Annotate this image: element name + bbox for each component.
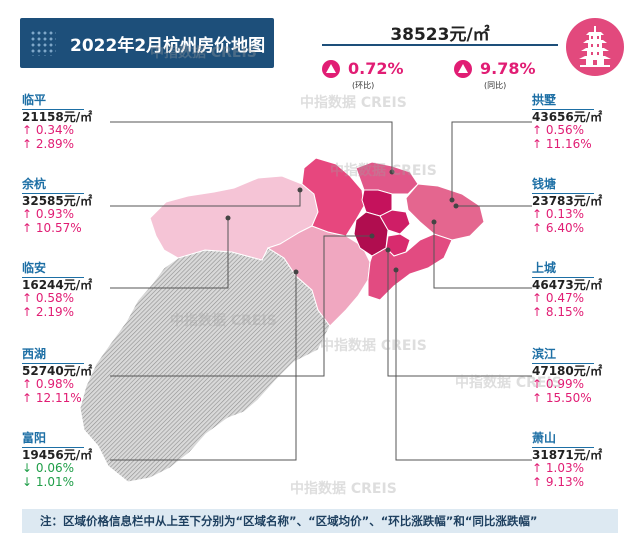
district-mom: ↓ 0.06% xyxy=(22,461,74,475)
district-divider xyxy=(532,108,594,110)
region-qiantang xyxy=(405,183,485,241)
district-mom: ↑ 0.56% xyxy=(532,123,584,137)
district-yoy: ↑ 8.15% xyxy=(532,304,584,319)
district-card: 临平 21158元/㎡ ↑ 0.34% ↑ 2.89% xyxy=(22,93,122,151)
district-price: 43656元/㎡ xyxy=(532,109,603,124)
district-divider xyxy=(22,362,84,364)
district-card: 临安 16244元/㎡ ↑ 0.58% ↑ 2.19% xyxy=(22,261,122,319)
district-name: 富阳 xyxy=(22,431,47,445)
district-mom: ↑ 0.58% xyxy=(22,291,74,305)
district-price: 23783元/㎡ xyxy=(532,193,603,208)
district-mom: ↑ 0.47% xyxy=(532,291,584,305)
district-name: 临安 xyxy=(22,261,47,275)
watermark: 中指数据 CREIS xyxy=(150,45,257,61)
district-card: 拱墅 43656元/㎡ ↑ 0.56% ↑ 11.16% xyxy=(532,93,632,151)
watermark: 中指数据 CREIS xyxy=(330,163,437,179)
district-mom: ↑ 0.93% xyxy=(22,207,74,221)
district-yoy: ↑ 2.89% xyxy=(22,136,74,151)
footnote-bar xyxy=(22,509,618,533)
district-card: 上城 46473元/㎡ ↑ 0.47% ↑ 8.15% xyxy=(532,261,632,319)
district-name: 滨江 xyxy=(532,347,557,361)
watermark: 中指数据 CREIS xyxy=(170,313,277,329)
district-mom: ↑ 0.13% xyxy=(532,207,584,221)
watermark: 中指数据 CREIS xyxy=(300,95,407,111)
district-divider xyxy=(22,446,84,448)
watermark: 中指数据 CREIS xyxy=(455,375,562,391)
district-yoy: ↑ 12.11% xyxy=(22,390,82,405)
district-name: 萧山 xyxy=(532,431,557,445)
district-yoy: ↑ 15.50% xyxy=(532,390,592,405)
district-price: 32585元/㎡ xyxy=(22,193,93,208)
district-yoy: ↑ 6.40% xyxy=(532,220,584,235)
district-name: 拱墅 xyxy=(532,93,557,107)
up-triangle-icon xyxy=(454,60,472,78)
district-name: 西湖 xyxy=(22,347,47,361)
district-card: 滨江 47180元/㎡ ↑ 0.99% ↑ 15.50% xyxy=(532,347,632,405)
footnote-text: 注：区域价格信息栏中从上至下分别为“区域名称”、“区域均价”、“环比涨跌幅”和“… xyxy=(40,514,538,528)
district-yoy: ↑ 10.57% xyxy=(22,220,82,235)
district-name: 上城 xyxy=(532,261,557,275)
district-price: 16244元/㎡ xyxy=(22,277,93,292)
district-yoy: ↑ 2.19% xyxy=(22,304,74,319)
up-triangle-icon xyxy=(322,60,340,78)
district-mom: ↑ 0.98% xyxy=(22,377,74,391)
district-divider xyxy=(22,192,84,194)
district-price: 52740元/㎡ xyxy=(22,363,93,378)
district-divider xyxy=(532,192,594,194)
district-card: 余杭 32585元/㎡ ↑ 0.93% ↑ 10.57% xyxy=(22,177,122,235)
district-yoy: ↓ 1.01% xyxy=(22,474,74,489)
district-price: 46473元/㎡ xyxy=(532,277,603,292)
watermark: 中指数据 CREIS xyxy=(320,338,427,354)
district-name: 钱塘 xyxy=(532,177,557,191)
district-mom: ↑ 0.34% xyxy=(22,123,74,137)
yoy-tag: (同比) xyxy=(484,81,507,90)
mom-change-value: 0.72% xyxy=(348,59,404,78)
district-yoy: ↑ 11.16% xyxy=(532,136,592,151)
summary-divider xyxy=(322,44,558,46)
yoy-change-value: 9.78% xyxy=(480,59,536,78)
district-name: 临平 xyxy=(22,93,47,107)
city-average-price: 38523元/㎡ xyxy=(390,25,490,45)
district-divider xyxy=(22,276,84,278)
district-price: 47180元/㎡ xyxy=(532,363,603,378)
district-price: 31871元/㎡ xyxy=(532,447,603,462)
region-shangcheng xyxy=(379,209,411,235)
region-yuhang xyxy=(301,157,365,237)
watermark: 中指数据 CREIS xyxy=(290,481,397,497)
district-card: 萧山 31871元/㎡ ↑ 1.03% ↑ 9.13% xyxy=(532,431,632,489)
district-divider xyxy=(22,108,84,110)
mom-tag: (环比) xyxy=(352,81,375,90)
district-mom: ↑ 0.99% xyxy=(532,377,584,391)
district-price: 21158元/㎡ xyxy=(22,109,93,124)
district-divider xyxy=(532,362,594,364)
district-card: 钱塘 23783元/㎡ ↑ 0.13% ↑ 6.40% xyxy=(532,177,632,235)
district-card: 富阳 19456元/㎡ ↓ 0.06% ↓ 1.01% xyxy=(22,431,122,489)
district-divider xyxy=(532,276,594,278)
map-title: 2022年2月杭州房价地图 xyxy=(70,36,266,56)
district-price: 19456元/㎡ xyxy=(22,447,93,462)
district-card: 西湖 52740元/㎡ ↑ 0.98% ↑ 12.11% xyxy=(22,347,122,405)
dot-grid-icon xyxy=(30,30,56,56)
region-xiaoshan xyxy=(367,233,453,301)
pagoda-logo-icon xyxy=(566,18,624,76)
title-banner xyxy=(20,18,274,68)
district-mom: ↑ 1.03% xyxy=(532,461,584,475)
district-name: 余杭 xyxy=(22,177,47,191)
district-yoy: ↑ 9.13% xyxy=(532,474,584,489)
district-divider xyxy=(532,446,594,448)
